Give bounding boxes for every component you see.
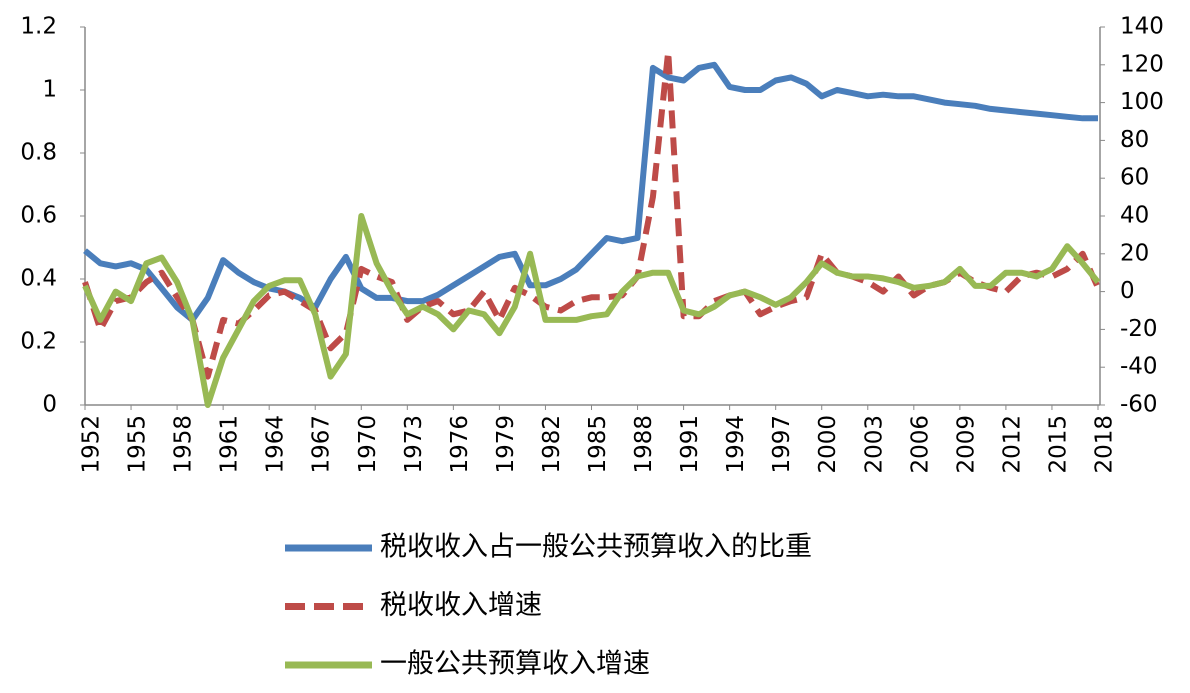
x-tick-label: 1994 bbox=[723, 415, 749, 474]
x-tick-label: 2000 bbox=[815, 415, 841, 474]
x-tick-label: 1970 bbox=[355, 415, 381, 474]
y2-tick-label: 120 bbox=[1120, 51, 1164, 77]
x-tick-label: 2009 bbox=[953, 415, 979, 474]
y-tick-label: 0.6 bbox=[20, 203, 57, 229]
x-tick-label: 2003 bbox=[861, 415, 887, 474]
x-tick-label: 1958 bbox=[171, 415, 197, 474]
y2-tick-label: 0 bbox=[1120, 278, 1135, 304]
x-tick-label: 1961 bbox=[217, 415, 243, 474]
y-tick-label: 1 bbox=[42, 77, 57, 103]
y2-tick-label: -60 bbox=[1120, 392, 1158, 418]
series-line bbox=[82, 48, 1101, 380]
y2-tick-label: 100 bbox=[1120, 89, 1164, 115]
x-tick-label: 1985 bbox=[585, 415, 611, 474]
x-tick-label: 1982 bbox=[539, 415, 565, 474]
y-tick-label: 0.2 bbox=[20, 329, 57, 355]
y2-tick-label: -20 bbox=[1120, 316, 1158, 342]
x-tick-label: 2015 bbox=[1045, 415, 1071, 474]
x-tick-label: 1976 bbox=[447, 415, 473, 474]
x-tick-label: 2012 bbox=[999, 415, 1025, 474]
y2-tick-label: 40 bbox=[1120, 203, 1149, 229]
y-tick-label: 0.4 bbox=[20, 266, 57, 292]
legend-label: 税收收入占一般公共预算收入的比重 bbox=[380, 532, 812, 563]
series-line bbox=[83, 61, 1098, 323]
legend-label: 一般公共预算收入增速 bbox=[380, 649, 650, 680]
y2-tick-label: 20 bbox=[1120, 240, 1149, 266]
x-tick-label: 1955 bbox=[125, 415, 151, 474]
series-line bbox=[82, 213, 1101, 408]
x-tick-label: 2018 bbox=[1092, 415, 1118, 474]
y2-tick-label: 80 bbox=[1120, 127, 1149, 153]
y2-tick-label: -40 bbox=[1120, 354, 1158, 380]
x-tick-label: 1967 bbox=[309, 415, 335, 474]
x-tick-label: 1964 bbox=[263, 415, 289, 474]
legend-label: 税收收入增速 bbox=[380, 590, 542, 621]
x-tick-label: 1991 bbox=[677, 415, 703, 474]
y-tick-label: 1.2 bbox=[20, 14, 57, 40]
x-tick-label: 1997 bbox=[769, 415, 795, 474]
y2-tick-label: 60 bbox=[1120, 165, 1149, 191]
x-tick-label: 2006 bbox=[907, 415, 933, 474]
x-tick-label: 1973 bbox=[401, 415, 427, 474]
y2-tick-label: 140 bbox=[1120, 14, 1164, 40]
x-tick-label: 1988 bbox=[631, 415, 657, 474]
y-tick-label: 0 bbox=[42, 392, 57, 418]
x-tick-label: 1979 bbox=[493, 415, 519, 474]
x-tick-label: 1952 bbox=[79, 415, 105, 474]
y-tick-label: 0.8 bbox=[20, 140, 57, 166]
